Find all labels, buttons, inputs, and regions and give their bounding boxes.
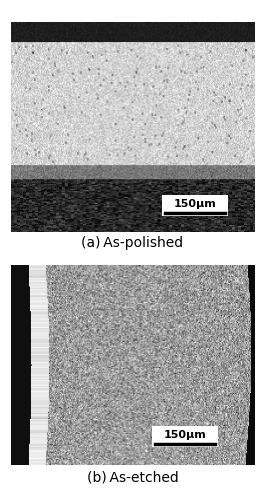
Text: 150μm: 150μm bbox=[164, 430, 207, 440]
Text: (b) As-etched: (b) As-etched bbox=[87, 470, 178, 484]
FancyBboxPatch shape bbox=[162, 194, 228, 216]
Text: 150μm: 150μm bbox=[174, 198, 217, 208]
FancyBboxPatch shape bbox=[152, 426, 218, 447]
Text: (a) As-polished: (a) As-polished bbox=[81, 236, 184, 250]
